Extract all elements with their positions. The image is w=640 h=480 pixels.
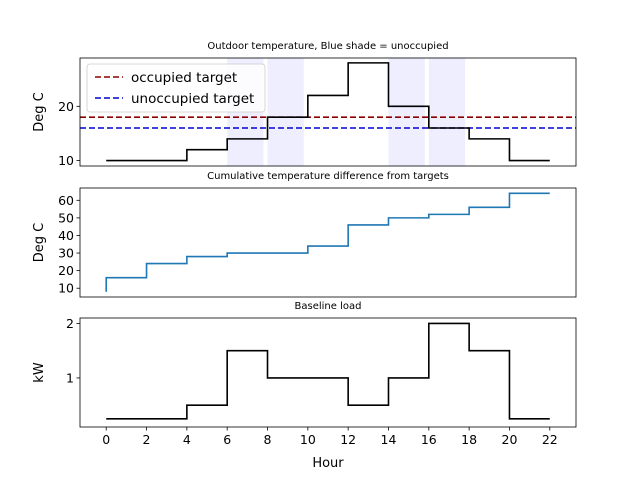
y-tick-label-2: 2 xyxy=(66,316,74,331)
y-axis-label-2: Deg C xyxy=(32,223,47,262)
legend-box xyxy=(86,63,266,113)
chart-title-1: Outdoor temperature, Blue shade = unoccu… xyxy=(207,41,448,52)
x-tick-label-2: 2 xyxy=(143,432,151,447)
y-axis-label-1: Deg C xyxy=(32,92,47,131)
x-tick-label-4: 4 xyxy=(183,432,191,447)
y-tick-label-40: 40 xyxy=(58,228,74,243)
x-tick-label-12: 12 xyxy=(340,432,356,447)
x-tick-label-0: 0 xyxy=(102,432,110,447)
x-tick-label-8: 8 xyxy=(264,432,272,447)
x-axis-label: Hour xyxy=(312,456,344,471)
x-tick-label-6: 6 xyxy=(223,432,231,447)
y-tick-label-1: 1 xyxy=(66,370,74,385)
chart-title-2: Cumulative temperature difference from t… xyxy=(207,171,449,182)
plot-frame-1 xyxy=(79,57,577,167)
plot-frame-3 xyxy=(79,317,577,428)
x-tick-label-22: 22 xyxy=(542,432,558,447)
legend-label-occupied-target: occupied target xyxy=(131,70,237,86)
x-tick-label-20: 20 xyxy=(502,432,518,447)
x-tick-label-10: 10 xyxy=(300,432,316,447)
chart-panel-2: 10 20 30 40 50 60 Cumulative temperature diffe… xyxy=(32,171,577,298)
x-tick-label-18: 18 xyxy=(461,432,477,447)
y-tick-label-10: 10 xyxy=(58,153,74,168)
y-tick-label-30: 30 xyxy=(58,246,74,261)
y-axis-label-3: kW xyxy=(32,362,47,383)
legend: occupied target unoccupied target xyxy=(86,63,266,113)
unoccupied-shade-3 xyxy=(388,58,425,166)
y-tick-label-20: 20 xyxy=(58,263,74,278)
x-tick-label-16: 16 xyxy=(421,432,437,447)
unoccupied-shade-4 xyxy=(428,58,466,166)
y-tick-label-50: 50 xyxy=(58,210,74,225)
legend-label-unoccupied-target: unoccupied target xyxy=(131,91,254,107)
cumulative-difference-series xyxy=(105,192,550,292)
chart-title-3: Baseline load xyxy=(295,301,362,312)
unoccupied-shade-2 xyxy=(267,58,304,166)
outdoor-temperature-series xyxy=(106,62,550,162)
y-tick-label-20: 20 xyxy=(58,99,74,114)
y-tick-label-10: 10 xyxy=(58,281,74,296)
plot-frame-2 xyxy=(79,187,577,298)
x-tick-label-14: 14 xyxy=(381,432,397,447)
y-tick-label-60: 60 xyxy=(58,193,74,208)
chart-panel-1: 10 20 Outdoor temperature, Blue shade = un… xyxy=(32,41,577,168)
baseline-load-series xyxy=(106,322,550,420)
